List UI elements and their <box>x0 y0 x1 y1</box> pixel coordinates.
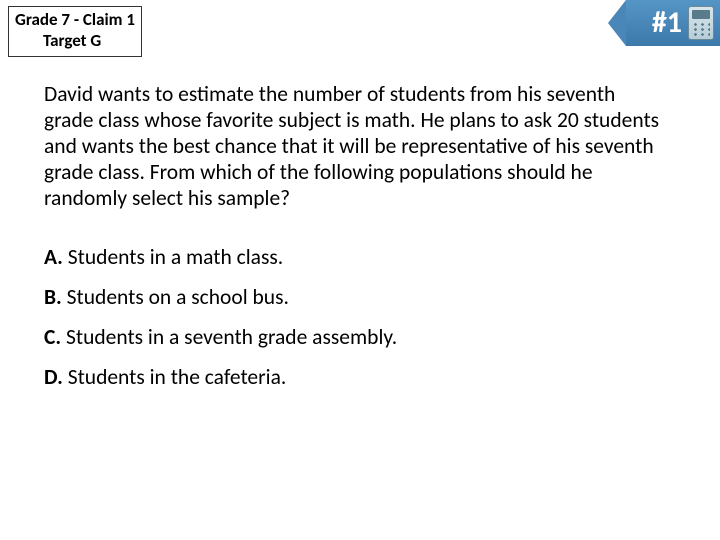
option-letter: B. <box>44 284 62 310</box>
option-letter: D. <box>44 364 63 390</box>
option-text: Students on a school bus. <box>62 284 289 310</box>
question-number-badge: #1 <box>626 0 720 46</box>
option-text: Students in the cafeteria. <box>63 364 286 390</box>
option-d: D. Students in the cafeteria. <box>44 364 660 390</box>
header-line2: Target G <box>15 30 135 51</box>
option-text: Students in a seventh grade assembly. <box>61 324 397 350</box>
options-list: A. Students in a math class. B. Students… <box>0 212 720 390</box>
option-c: C. Students in a seventh grade assembly. <box>44 324 660 350</box>
header-line1: Grade 7 - Claim 1 <box>15 9 135 30</box>
option-letter: C. <box>44 324 61 350</box>
question-text: David wants to estimate the number of st… <box>0 57 720 212</box>
calculator-icon <box>688 6 714 40</box>
header-box: Grade 7 - Claim 1 Target G <box>8 6 142 57</box>
badge-number: #1 <box>652 0 682 46</box>
option-b: B. Students on a school bus. <box>44 284 660 310</box>
option-letter: A. <box>44 244 63 270</box>
option-text: Students in a math class. <box>63 244 283 270</box>
option-a: A. Students in a math class. <box>44 244 660 270</box>
badge-body: #1 <box>626 0 720 46</box>
